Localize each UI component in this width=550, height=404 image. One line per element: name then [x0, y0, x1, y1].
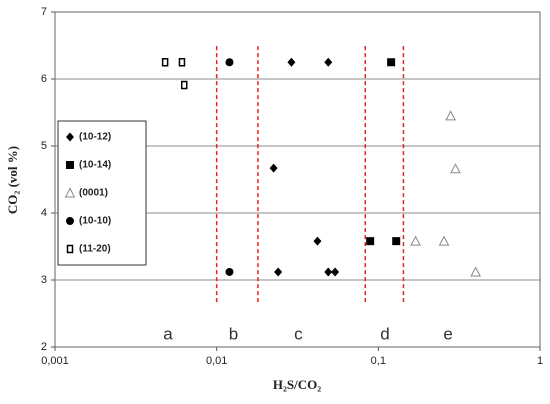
x-axis-title: H₂S/CO₂: [273, 377, 321, 392]
region-label: a: [163, 324, 173, 343]
legend-label: (10-10): [79, 216, 111, 227]
point: [450, 163, 461, 174]
region-label: c: [294, 324, 303, 343]
y-axis-title: CO₂ (vol %): [5, 146, 20, 214]
region-label: b: [229, 324, 238, 343]
point: [287, 57, 296, 67]
point: [445, 110, 456, 121]
point: [274, 267, 283, 277]
point: [225, 58, 234, 67]
point: [470, 266, 481, 277]
point: [324, 267, 333, 277]
legend-label: (0001): [79, 188, 108, 199]
legend-marker: [66, 132, 74, 142]
point: [180, 80, 188, 90]
legend-marker: [66, 217, 74, 225]
point: [324, 57, 333, 67]
y-tick-label: 5: [41, 140, 47, 152]
point: [269, 163, 278, 173]
x-tick-label: 0,1: [371, 355, 386, 367]
x-tick-label: 1: [537, 355, 543, 367]
point: [410, 235, 421, 246]
legend-marker: [64, 187, 76, 198]
x-tick-label: 0,001: [41, 355, 69, 367]
point: [331, 267, 340, 277]
region-label: d: [380, 324, 389, 343]
point: [161, 58, 169, 67]
y-tick-label: 4: [41, 207, 47, 219]
point: [225, 267, 234, 276]
legend-marker: [66, 161, 74, 169]
plot-frame: [54, 11, 541, 348]
point: [366, 237, 375, 246]
legend-marker: [66, 244, 74, 254]
x-tick-label: 0,01: [206, 355, 227, 367]
legend-label: (10-14): [79, 160, 111, 171]
point: [392, 237, 401, 246]
y-tick-label: 6: [41, 73, 47, 85]
y-tick-label: 7: [41, 6, 47, 18]
point: [438, 235, 450, 246]
point: [387, 58, 396, 67]
legend: (10-12) (10-14) (0001) (10-10) (11-20): [57, 120, 147, 266]
point: [313, 236, 322, 246]
point: [178, 58, 186, 67]
y-tick-label: 3: [41, 274, 47, 286]
legend-label: (11-20): [79, 244, 111, 255]
region-label: e: [443, 324, 452, 343]
y-tick-label: 2: [41, 341, 47, 353]
legend-label: (10-12): [79, 132, 111, 143]
